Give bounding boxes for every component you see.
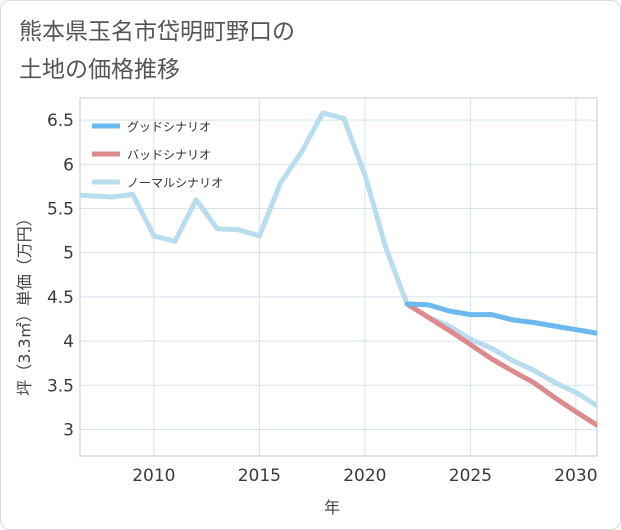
x-tick-label: 2020 xyxy=(343,466,386,486)
y-axis-title: 坪（3.3㎡）単価（万円） xyxy=(15,210,34,395)
x-tick-label: 2030 xyxy=(554,466,597,486)
grid xyxy=(80,98,597,456)
legend-label: グッドシナリオ xyxy=(127,120,211,134)
y-tick-label: 6 xyxy=(63,155,74,175)
y-tick-label: 6.5 xyxy=(47,111,74,131)
y-tick-label: 4 xyxy=(63,332,74,352)
series-line-0 xyxy=(404,301,597,336)
tick-labels: 2010 2015 2020 2025 2030 3 3.5 4 4.5 5 5.5 6 6.5 xyxy=(47,111,598,486)
plot-area xyxy=(79,97,598,457)
y-tick-label: 5.5 xyxy=(47,199,74,219)
legend-label: バッドシナリオ xyxy=(127,148,211,162)
title-line-1: 熊本県玉名市岱明町野口の xyxy=(19,19,295,45)
series-lines xyxy=(80,110,597,428)
y-tick-label: 3.5 xyxy=(47,376,74,396)
x-tick-label: 2015 xyxy=(238,466,281,486)
y-tick-label: 5 xyxy=(63,244,74,264)
legend-label: ノーマルシナリオ xyxy=(127,176,223,190)
series-line-2 xyxy=(80,110,597,409)
x-tick-label: 2025 xyxy=(449,466,492,486)
y-tick-label: 3 xyxy=(63,420,74,440)
chart-title: 熊本県玉名市岱明町野口の 土地の価格推移 xyxy=(19,13,295,89)
x-axis-title: 年 xyxy=(324,498,340,517)
series-line-1 xyxy=(404,301,597,428)
y-tick-label: 4.5 xyxy=(47,288,74,308)
x-tick-label: 2010 xyxy=(132,466,175,486)
title-line-2: 土地の価格推移 xyxy=(19,57,180,83)
